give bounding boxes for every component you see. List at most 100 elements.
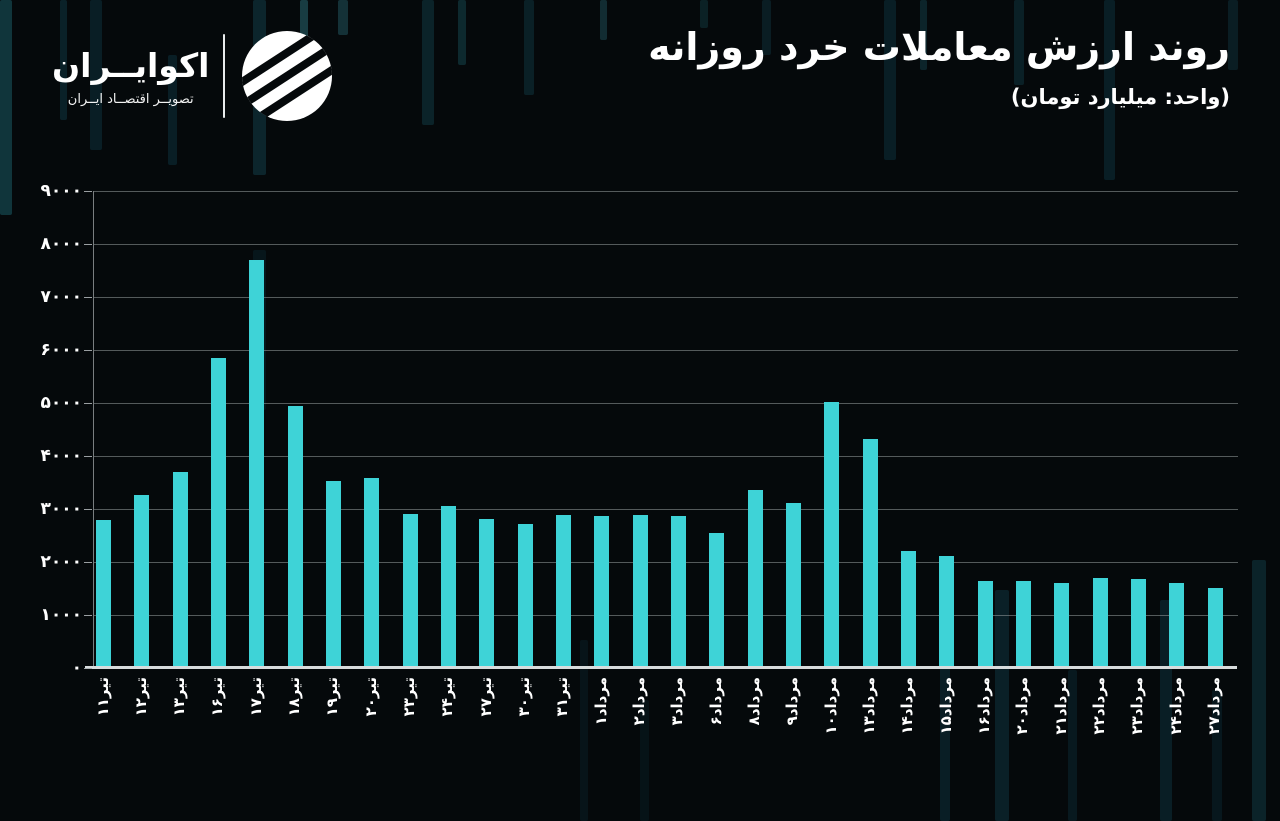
gridline-7000 [94, 296, 1238, 298]
x-axis-label-تیر۱۹: تیر۱۹ [323, 677, 342, 717]
x-axis-label-مرداد۱۳: مرداد۱۳ [860, 677, 879, 735]
gridline-9000 [94, 190, 1238, 192]
chart-bar-مرداد۱ [594, 515, 610, 668]
y-tick-mark [84, 455, 92, 457]
chart-bar-مرداد۸ [747, 490, 763, 668]
gridline-6000 [94, 349, 1238, 351]
chart-bar-تیر۲۴ [440, 505, 456, 668]
chart-bar-تیر۱۹ [325, 480, 341, 668]
ecoiran-logo: اکوایــران تصویــر اقتصــاد ایــران [52, 28, 336, 124]
title-block: روند ارزش معاملات خرد روزانه (واحد: میلی… [648, 24, 1230, 109]
x-axis-label-تیر۲۷: تیر۲۷ [476, 677, 495, 717]
chart-bar-مرداد۱۰ [824, 401, 840, 668]
chart-bar-مرداد۲۷ [1207, 587, 1223, 668]
y-tick-mark [84, 667, 92, 669]
y-tick-label-8000: ۸۰۰۰ [40, 234, 82, 254]
background-streak [458, 0, 466, 65]
x-axis-label-تیر۳۱: تیر۳۱ [553, 677, 572, 717]
x-axis-label-مرداد۹: مرداد۹ [783, 677, 802, 726]
chart-bar-مرداد۲۰ [1015, 581, 1031, 668]
x-axis-label-مرداد۲۴: مرداد۲۴ [1166, 677, 1185, 735]
x-axis-label-مرداد۱۰: مرداد۱۰ [821, 677, 840, 735]
gridline-3000 [94, 508, 1238, 510]
chart-bar-تیر۱۳ [172, 471, 188, 668]
background-streak [338, 0, 348, 35]
x-axis-label-تیر۱۱: تیر۱۱ [93, 677, 112, 717]
x-axis-label-تیر۱۶: تیر۱۶ [208, 677, 227, 717]
chart-bar-مرداد۱۶ [977, 580, 993, 668]
chart-bar-مرداد۲۱ [1054, 583, 1070, 668]
x-axis-label-مرداد۲: مرداد۲ [630, 677, 649, 726]
chart-bar-تیر۳۰ [517, 524, 533, 668]
y-tick-label-0: ۰ [71, 658, 82, 678]
y-tick-mark [84, 190, 92, 192]
chart-bar-تیر۱۱ [96, 520, 111, 668]
chart-bar-مرداد۳ [670, 515, 686, 668]
x-axis-label-مرداد۱۶: مرداد۱۶ [975, 677, 994, 735]
chart-bar-تیر۳۱ [555, 515, 571, 668]
logo-tagline: تصویــر اقتصــاد ایــران [67, 91, 194, 107]
y-tick-label-9000: ۹۰۰۰ [40, 181, 82, 201]
x-axis-label-مرداد۲۲: مرداد۲۲ [1090, 677, 1109, 735]
x-axis-label-مرداد۳: مرداد۳ [668, 677, 687, 726]
y-tick-label-5000: ۵۰۰۰ [40, 393, 82, 413]
x-axis-label-مرداد۶: مرداد۶ [706, 677, 725, 726]
chart-bar-تیر۲۳ [402, 513, 418, 668]
x-axis-label-مرداد۱۴: مرداد۱۴ [898, 677, 917, 735]
x-axis-label-مرداد۲۰: مرداد۲۰ [1013, 677, 1032, 735]
chart-bar-تیر۱۲ [134, 494, 150, 668]
x-axis-label-مرداد۲۷: مرداد۲۷ [1205, 677, 1224, 735]
chart-bar-مرداد۲ [632, 515, 648, 668]
chart-bar-مرداد۲۲ [1092, 578, 1108, 668]
logo-name: اکوایــران [52, 45, 210, 85]
x-axis-label-مرداد۱۵: مرداد۱۵ [936, 677, 955, 735]
y-tick-label-2000: ۲۰۰۰ [40, 552, 82, 572]
chart-bar-مرداد۲۴ [1169, 583, 1185, 668]
background-streak [1252, 560, 1266, 821]
gridline-4000 [94, 455, 1238, 457]
gridline-2000 [94, 561, 1238, 563]
y-tick-label-3000: ۳۰۰۰ [40, 499, 82, 519]
y-tick-label-1000: ۱۰۰۰ [40, 605, 82, 625]
chart-unit-subtitle: (واحد: میلیارد تومان) [1010, 84, 1230, 109]
x-axis-label-تیر۲۰: تیر۲۰ [361, 677, 380, 717]
chart-bar-مرداد۶ [709, 533, 725, 668]
y-tick-mark [84, 561, 92, 563]
x-axis-label-تیر۳۰: تیر۳۰ [515, 677, 534, 717]
plot-area [93, 190, 1238, 668]
chart-bar-تیر۲۷ [479, 518, 495, 668]
y-tick-mark [84, 243, 92, 245]
y-tick-mark [84, 508, 92, 510]
chart-bar-مرداد۲۳ [1130, 579, 1146, 668]
x-axis-label-تیر۲۳: تیر۲۳ [400, 677, 419, 717]
chart-bar-مرداد۹ [785, 503, 801, 668]
y-tick-mark [84, 349, 92, 351]
y-tick-label-6000: ۶۰۰۰ [40, 340, 82, 360]
y-tick-label-7000: ۷۰۰۰ [40, 287, 82, 307]
background-streak [524, 0, 534, 95]
x-axis-label-تیر۱۲: تیر۱۲ [131, 677, 150, 717]
chart-bar-مرداد۱۴ [900, 550, 916, 668]
y-tick-label-4000: ۴۰۰۰ [40, 446, 82, 466]
chart-bar-تیر۱۸ [287, 405, 303, 668]
background-streak [600, 0, 607, 40]
y-tick-mark [84, 402, 92, 404]
x-axis-label-مرداد۲۱: مرداد۲۱ [1051, 677, 1070, 735]
logo-divider [223, 34, 226, 118]
chart-bar-تیر۲۰ [364, 477, 380, 668]
x-axis-label-مرداد۸: مرداد۸ [745, 677, 764, 726]
ecoiran-globe-icon [239, 28, 336, 124]
x-axis-label-تیر۱۷: تیر۱۷ [246, 677, 265, 717]
gridline-5000 [94, 402, 1238, 404]
x-axis-label-تیر۲۴: تیر۲۴ [438, 677, 457, 717]
background-streak [422, 0, 434, 125]
chart-bar-تیر۱۶ [210, 357, 226, 668]
y-tick-mark [84, 296, 92, 298]
x-axis-label-مرداد۲۳: مرداد۲۳ [1128, 677, 1147, 735]
x-axis-line [85, 666, 1237, 669]
gridline-8000 [94, 243, 1238, 245]
chart-bar-مرداد۱۳ [862, 438, 878, 668]
gridline-1000 [94, 614, 1238, 616]
chart-title: روند ارزش معاملات خرد روزانه [648, 25, 1230, 69]
